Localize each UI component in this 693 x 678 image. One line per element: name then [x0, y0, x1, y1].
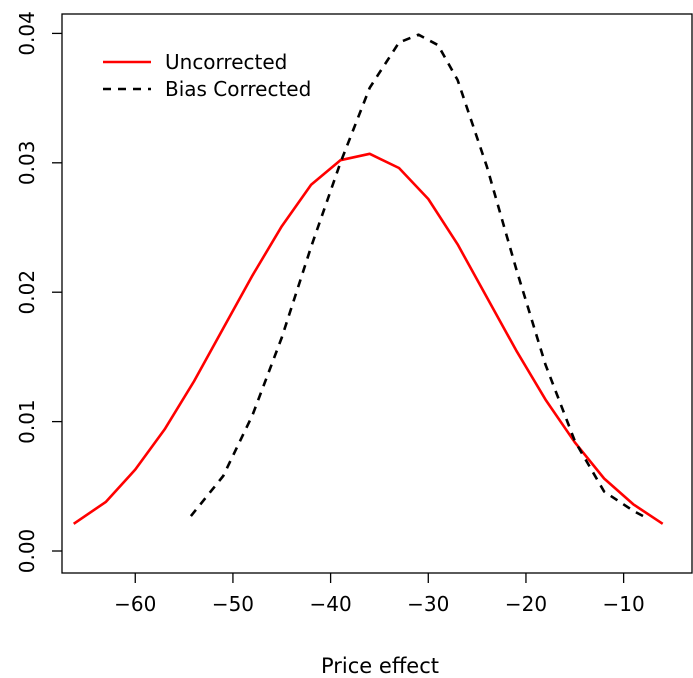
x-axis: −60 −50 −40 −30 −20 −10 — [114, 573, 645, 616]
y-tick-label: 0.03 — [15, 141, 39, 186]
y-tick-label: 0.04 — [15, 11, 39, 56]
y-tick-label: 0.01 — [15, 399, 39, 444]
y-axis: 0.00 0.01 0.02 0.03 0.04 — [15, 11, 62, 573]
x-tick-label: −10 — [603, 592, 645, 616]
x-tick-label: −40 — [309, 592, 351, 616]
legend-label-bias-corrected: Bias Corrected — [165, 77, 311, 101]
series-line-uncorrected — [72, 152, 664, 525]
x-tick-label: −30 — [407, 592, 449, 616]
legend-label-uncorrected: Uncorrected — [165, 50, 287, 74]
series-lines — [72, 33, 664, 525]
legend: Uncorrected Bias Corrected — [103, 50, 311, 101]
plot-frame — [61, 13, 693, 574]
y-tick-label: 0.00 — [15, 529, 39, 574]
x-tick-label: −50 — [212, 592, 254, 616]
y-tick-label: 0.02 — [15, 270, 39, 315]
series-line-bias-corrected — [189, 33, 644, 518]
x-axis-label: Price effect — [321, 654, 439, 678]
x-tick-label: −60 — [114, 592, 156, 616]
x-tick-label: −20 — [505, 592, 547, 616]
